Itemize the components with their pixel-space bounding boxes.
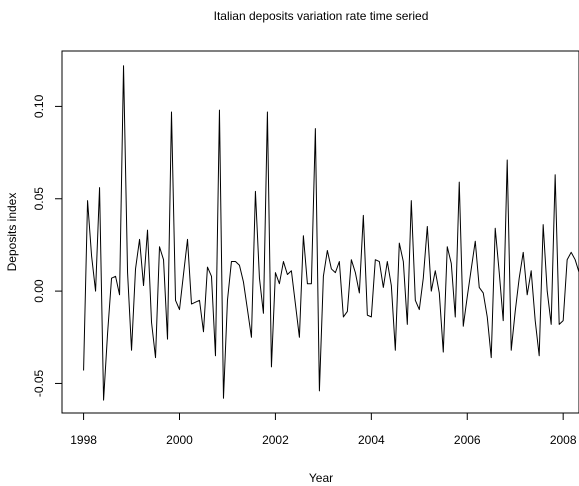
y-tick-label: 0.05 (32, 187, 46, 211)
chart-title: Italian deposits variation rate time ser… (214, 9, 429, 23)
x-axis-label: Year (309, 471, 333, 485)
x-tick-label: 2006 (454, 433, 481, 447)
y-tick-label: 0.00 (32, 279, 46, 303)
y-axis: -0.05 0.00 0.05 0.10 (32, 94, 62, 397)
x-tick-label: 2008 (550, 433, 577, 447)
x-tick-label: 1998 (70, 433, 97, 447)
y-axis-label: Deposits index (5, 193, 19, 272)
x-tick-label: 2000 (166, 433, 193, 447)
series-layer (83, 65, 579, 401)
series-line (83, 65, 579, 401)
x-axis: 1998 2000 2002 2004 2006 2008 (70, 413, 577, 447)
x-tick-label: 2004 (358, 433, 385, 447)
y-tick-label: -0.05 (32, 369, 46, 397)
x-tick-label: 2002 (262, 433, 289, 447)
plot-frame (61, 50, 579, 414)
y-tick-label: 0.10 (32, 94, 46, 118)
